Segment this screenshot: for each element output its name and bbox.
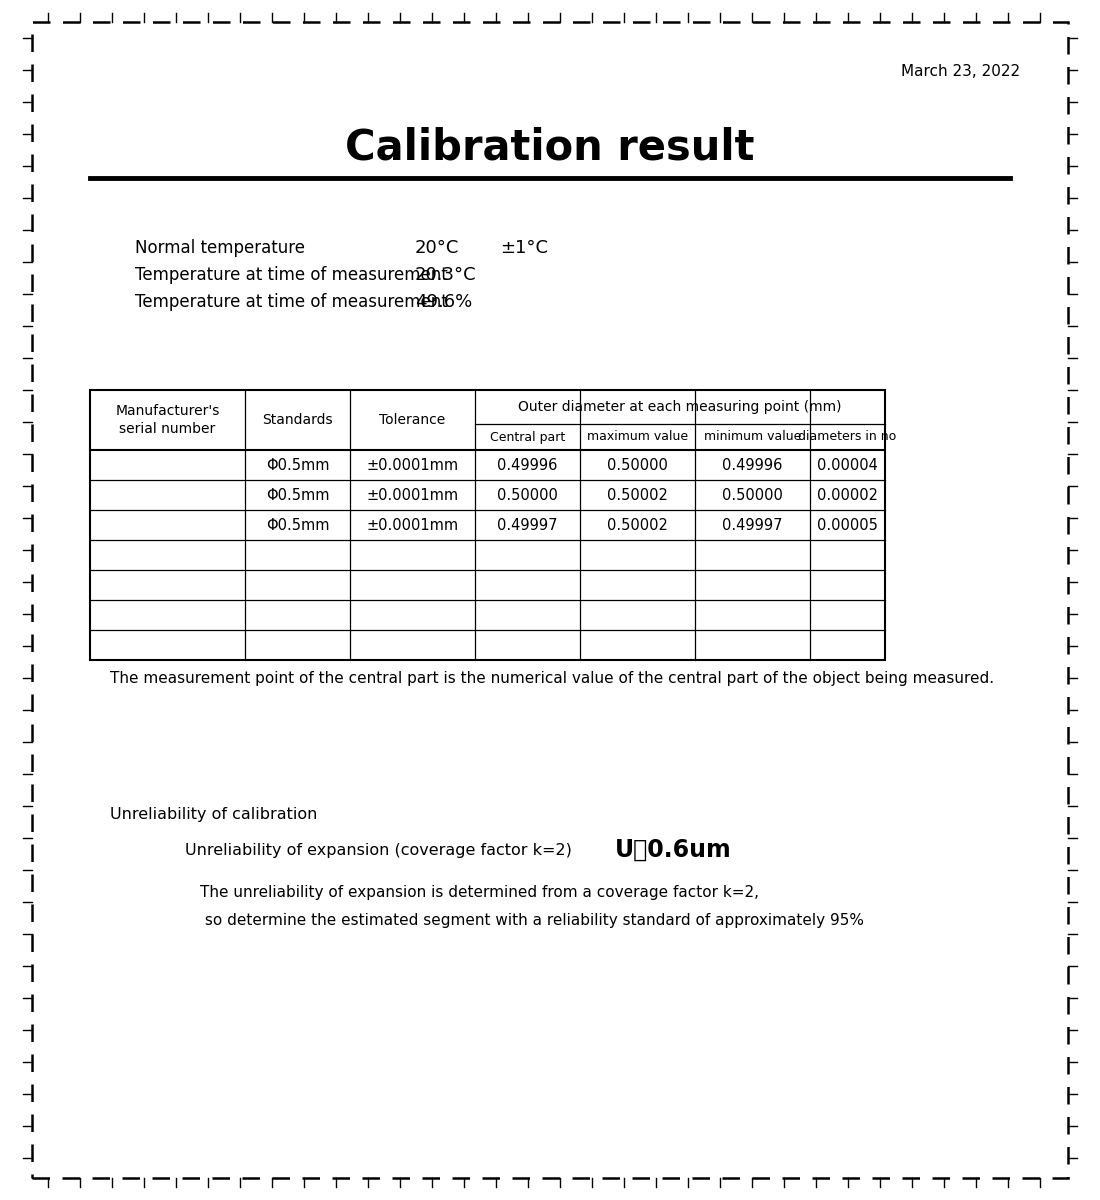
Text: 0.00002: 0.00002 [817, 487, 878, 503]
Text: minimum value: minimum value [704, 431, 801, 444]
Text: 20.3°C: 20.3°C [415, 266, 476, 284]
Text: diameters in no: diameters in no [799, 431, 896, 444]
Text: ±1°C: ±1°C [500, 239, 548, 257]
Text: Standards: Standards [262, 413, 333, 427]
Text: Unreliability of calibration: Unreliability of calibration [110, 808, 318, 822]
Text: 0.00004: 0.00004 [817, 457, 878, 473]
Text: Outer diameter at each measuring point (mm): Outer diameter at each measuring point (… [518, 400, 842, 414]
Text: 49.6%: 49.6% [415, 293, 472, 311]
Text: 0.49996: 0.49996 [497, 457, 558, 473]
Text: 0.50002: 0.50002 [607, 517, 668, 533]
Text: 0.49997: 0.49997 [497, 517, 558, 533]
Text: Central part: Central part [490, 431, 565, 444]
Text: Temperature at time of measurement: Temperature at time of measurement [135, 266, 448, 284]
Text: ±0.0001mm: ±0.0001mm [366, 517, 459, 533]
Text: 0.00005: 0.00005 [817, 517, 878, 533]
Text: Manufacturer's
serial number: Manufacturer's serial number [116, 403, 220, 437]
Text: Φ0.5mm: Φ0.5mm [266, 517, 329, 533]
Text: Tolerance: Tolerance [379, 413, 446, 427]
Text: March 23, 2022: March 23, 2022 [901, 65, 1020, 79]
Text: Φ0.5mm: Φ0.5mm [266, 487, 329, 503]
Text: Unreliability of expansion (coverage factor k=2): Unreliability of expansion (coverage fac… [185, 842, 572, 858]
Text: maximum value: maximum value [587, 431, 689, 444]
Text: The measurement point of the central part is the numerical value of the central : The measurement point of the central par… [110, 671, 994, 685]
Text: 0.50000: 0.50000 [497, 487, 558, 503]
Text: The unreliability of expansion is determined from a coverage factor k=2,: The unreliability of expansion is determ… [200, 886, 759, 900]
Text: Calibration result: Calibration result [345, 127, 755, 169]
Text: 20°C: 20°C [415, 239, 460, 257]
Text: so determine the estimated segment with a reliability standard of approximately : so determine the estimated segment with … [200, 912, 864, 928]
Text: 0.49996: 0.49996 [723, 457, 783, 473]
Text: Normal temperature: Normal temperature [135, 239, 305, 257]
Text: 0.49997: 0.49997 [723, 517, 783, 533]
Text: ±0.0001mm: ±0.0001mm [366, 457, 459, 473]
Text: U＝0.6um: U＝0.6um [615, 838, 732, 862]
Text: Temperature at time of measurement: Temperature at time of measurement [135, 293, 448, 311]
Text: 0.50000: 0.50000 [722, 487, 783, 503]
Text: 0.50000: 0.50000 [607, 457, 668, 473]
Bar [90, 390, 886, 660]
Text: 0.50002: 0.50002 [607, 487, 668, 503]
Text: Φ0.5mm: Φ0.5mm [266, 457, 329, 473]
Text: ±0.0001mm: ±0.0001mm [366, 487, 459, 503]
